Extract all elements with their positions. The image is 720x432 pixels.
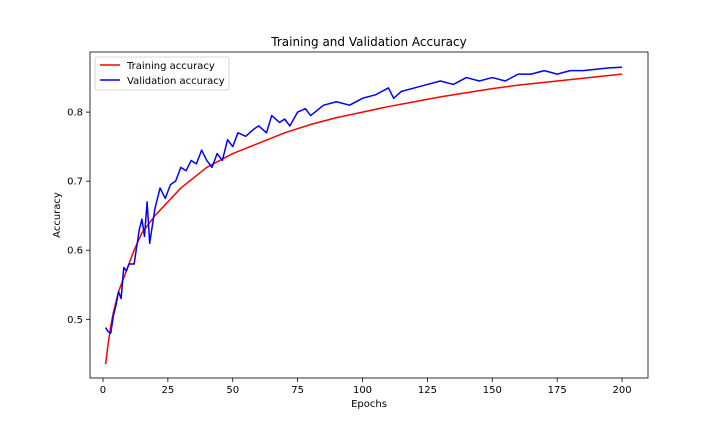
legend: Training accuracy Validation accuracy <box>94 56 230 91</box>
x-tick-label: 150 <box>483 385 502 396</box>
y-tick-label: 0.6 <box>67 246 83 257</box>
x-tick-label: 200 <box>612 385 631 396</box>
series-layer <box>104 66 623 365</box>
legend-label-validation: Validation accuracy <box>127 76 225 87</box>
y-axis-label: Accuracy <box>52 192 63 238</box>
y-tick-label: 0.8 <box>67 108 83 119</box>
plot-frame <box>89 51 649 379</box>
y-tick-label: 0.5 <box>67 315 83 326</box>
plot-background <box>90 52 648 378</box>
x-tick-label: 125 <box>418 385 437 396</box>
validation-accuracy-line <box>104 66 623 334</box>
training-accuracy-line <box>104 73 623 365</box>
y-axis-ticks: 0.5 0.6 0.7 0.8 <box>67 108 90 326</box>
legend-frame <box>94 56 230 91</box>
legend-label-training: Training accuracy <box>126 61 215 72</box>
x-axis-ticks: 0 25 50 75 100 125 150 175 200 <box>100 378 632 396</box>
x-tick-label: 100 <box>353 385 372 396</box>
chart-title: Training and Validation Accuracy <box>270 35 466 49</box>
x-tick-label: 50 <box>226 385 239 396</box>
x-tick-label: 75 <box>291 385 304 396</box>
x-tick-label: 0 <box>100 385 106 396</box>
x-axis-label: Epochs <box>351 399 387 410</box>
x-tick-label: 175 <box>548 385 567 396</box>
plot-area: 0 25 50 75 100 125 150 175 200 0.5 0.6 0.7 0.8 <box>67 51 649 396</box>
x-tick-label: 25 <box>161 385 174 396</box>
y-tick-label: 0.7 <box>67 177 83 188</box>
